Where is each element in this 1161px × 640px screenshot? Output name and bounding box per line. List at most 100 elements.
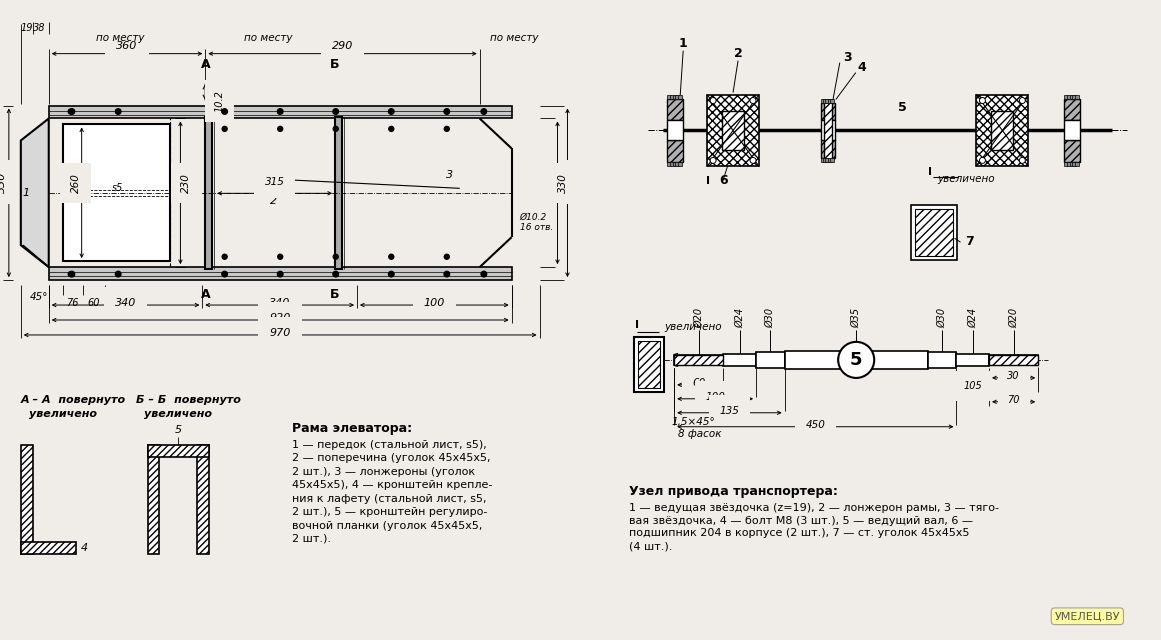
Bar [668, 99, 683, 120]
Circle shape [444, 271, 449, 277]
Bar [1067, 95, 1070, 99]
Circle shape [70, 109, 74, 115]
Bar [147, 445, 209, 457]
Text: 105: 105 [964, 381, 982, 391]
Bar [989, 355, 1038, 365]
Circle shape [115, 109, 121, 115]
Bar [147, 445, 159, 554]
Circle shape [277, 254, 282, 259]
Text: I: I [706, 177, 711, 186]
Bar [49, 106, 512, 118]
Text: 45°: 45° [29, 292, 48, 302]
Circle shape [444, 109, 449, 115]
Bar [21, 543, 75, 554]
Text: 7: 7 [966, 235, 974, 248]
Bar [1075, 95, 1080, 99]
Text: по месту: по месту [96, 33, 145, 43]
Text: 340: 340 [269, 298, 290, 308]
Bar [670, 95, 673, 99]
Bar [668, 163, 671, 166]
Text: 30: 30 [1008, 371, 1019, 381]
Bar [756, 352, 785, 368]
Text: 920: 920 [269, 313, 291, 323]
Text: 340: 340 [115, 298, 136, 308]
Text: УМЕЛЕЦ.ВУ: УМЕЛЕЦ.ВУ [1054, 611, 1120, 621]
Text: 315: 315 [265, 177, 284, 188]
Text: Б: Б [330, 58, 340, 70]
Bar [63, 125, 171, 261]
Text: 260: 260 [71, 173, 80, 193]
Bar [1065, 95, 1068, 99]
Text: 2 — поперечина (уголок 45х45х5,: 2 — поперечина (уголок 45х45х5, [293, 453, 491, 463]
Bar [825, 159, 829, 163]
Circle shape [1019, 157, 1025, 163]
Text: увеличено: увеличено [664, 322, 722, 332]
Bar [957, 353, 989, 366]
Text: по месту: по месту [244, 33, 293, 43]
Bar [976, 95, 1029, 166]
Circle shape [333, 126, 338, 131]
Bar [910, 205, 957, 260]
Bar [1065, 120, 1080, 140]
Circle shape [445, 126, 449, 131]
Text: 1: 1 [22, 188, 29, 198]
Circle shape [750, 97, 756, 104]
Text: Ø24: Ø24 [735, 308, 744, 328]
Circle shape [750, 157, 756, 163]
Circle shape [277, 126, 282, 131]
Text: I: I [635, 320, 640, 330]
Text: Ø20: Ø20 [694, 308, 704, 328]
Text: подшипник 204 в корпусе (2 шт.), 7 — ст. уголок 45х45х5: подшипник 204 в корпусе (2 шт.), 7 — ст.… [629, 529, 969, 538]
Circle shape [389, 271, 394, 277]
Bar [1069, 163, 1074, 166]
Text: 330: 330 [0, 172, 7, 193]
Bar [639, 341, 661, 388]
Text: Ø30: Ø30 [765, 308, 776, 328]
Circle shape [481, 271, 486, 277]
Text: вочной планки (уголок 45х45х5,: вочной планки (уголок 45х45х5, [293, 520, 483, 531]
Bar [634, 337, 664, 392]
Text: 420: 420 [569, 172, 579, 193]
Bar [785, 351, 928, 369]
Bar [830, 99, 834, 102]
Bar [722, 111, 744, 150]
Bar [989, 355, 1038, 365]
Bar [828, 159, 831, 163]
Text: Б – Б  повернуто: Б – Б повернуто [136, 395, 240, 404]
Circle shape [980, 157, 986, 163]
Bar [821, 159, 824, 163]
Text: 76: 76 [66, 298, 79, 308]
Text: вая звёздочка, 4 — болт М8 (3 шт.), 5 — ведущий вал, 6 —: вая звёздочка, 4 — болт М8 (3 шт.), 5 — … [629, 515, 973, 525]
Text: Узел привода транспортера:: Узел привода транспортера: [629, 484, 838, 497]
Text: s5: s5 [111, 183, 123, 193]
Text: 4: 4 [80, 543, 88, 554]
Bar [670, 163, 673, 166]
Circle shape [389, 109, 394, 115]
Bar [915, 209, 952, 256]
Text: 10.2: 10.2 [215, 90, 224, 112]
Text: I: I [928, 167, 931, 177]
Bar [676, 163, 679, 166]
Text: 360: 360 [116, 41, 138, 51]
Circle shape [333, 109, 339, 115]
Text: 230: 230 [181, 173, 192, 193]
Text: Ø24: Ø24 [968, 308, 978, 328]
Polygon shape [21, 118, 49, 267]
Bar [676, 95, 679, 99]
Circle shape [333, 271, 339, 277]
Text: 60: 60 [87, 298, 100, 308]
Bar [723, 353, 756, 366]
Text: 1 — ведущая звёздочка (z=19), 2 — лонжерон рамы, 3 — тяго-: 1 — ведущая звёздочка (z=19), 2 — лонжер… [629, 502, 1000, 513]
Bar [821, 102, 835, 120]
Circle shape [70, 271, 74, 277]
Text: 2: 2 [269, 196, 276, 206]
Circle shape [68, 271, 73, 276]
Bar [1073, 163, 1076, 166]
Bar [668, 120, 683, 140]
Bar [672, 163, 677, 166]
Bar [668, 95, 671, 99]
Circle shape [222, 271, 228, 277]
Text: 5: 5 [175, 425, 182, 435]
Circle shape [68, 109, 73, 114]
Text: 1 — передок (стальной лист, s5),: 1 — передок (стальной лист, s5), [293, 440, 486, 450]
